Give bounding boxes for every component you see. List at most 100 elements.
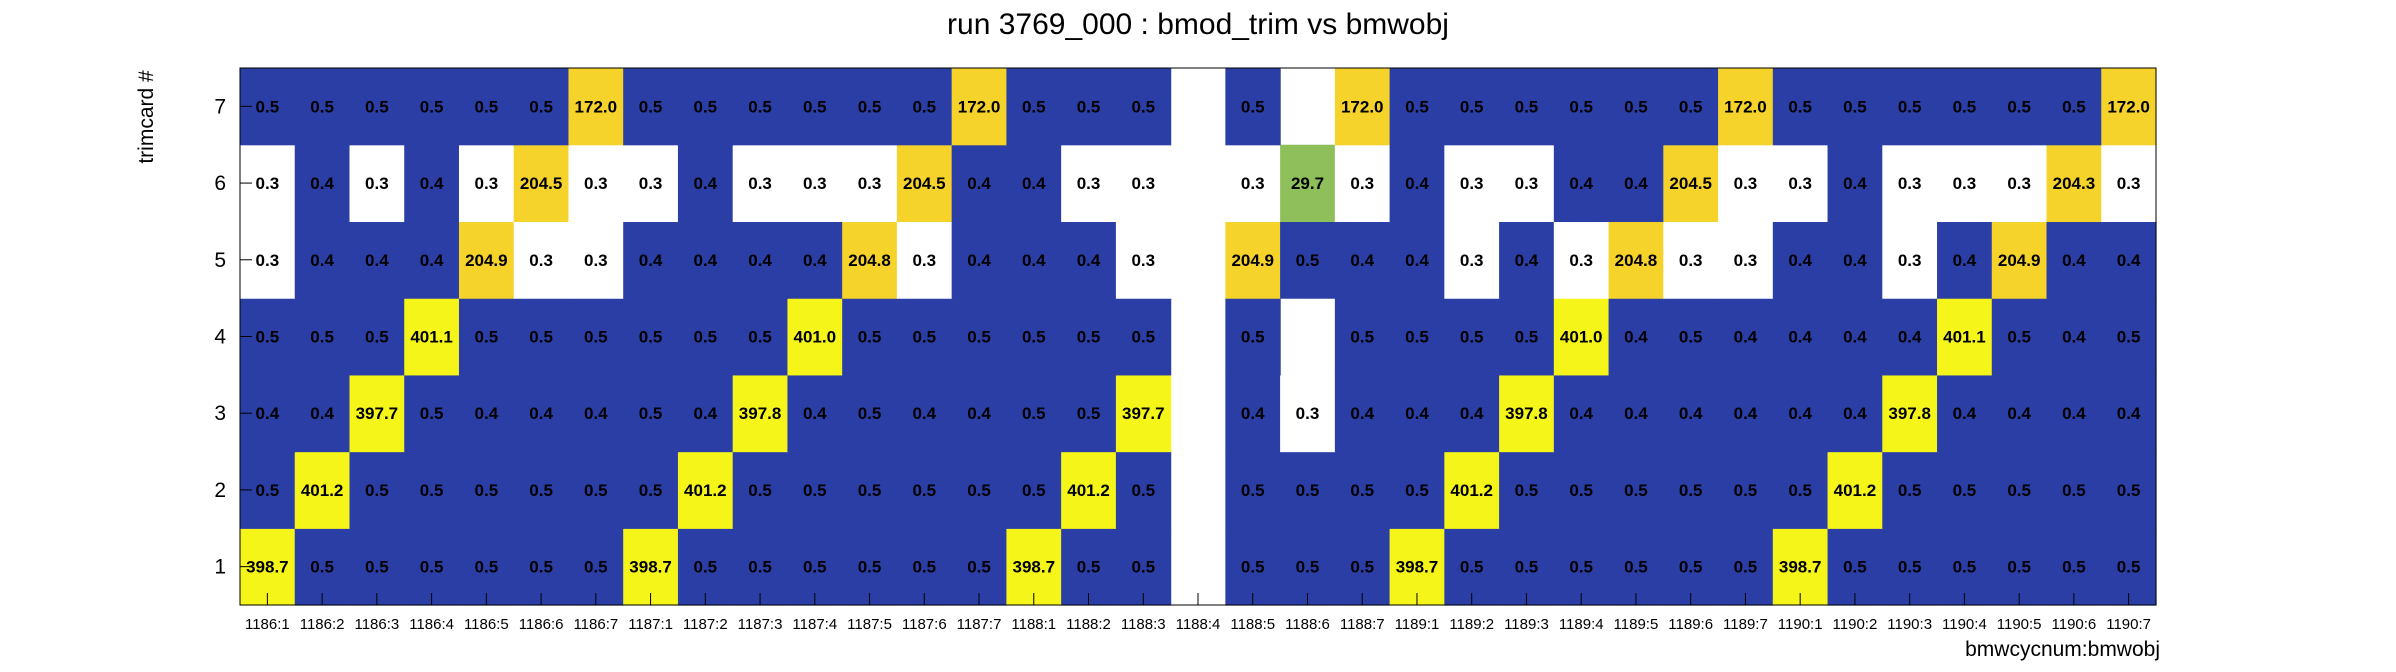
heatmap-cell bbox=[513, 144, 570, 223]
cell-value: 0.5 bbox=[803, 481, 827, 500]
cell-value: 0.4 bbox=[1953, 251, 1977, 270]
x-tick-label: 1187:2 bbox=[683, 616, 728, 633]
heatmap-cell bbox=[2046, 374, 2102, 453]
cell-value: 0.4 bbox=[2117, 251, 2141, 270]
cell-value: 0.5 bbox=[475, 558, 499, 577]
cell-value: 0.5 bbox=[1131, 558, 1155, 577]
cell-value: 0.5 bbox=[1569, 481, 1593, 500]
heatmap-cell bbox=[732, 528, 789, 606]
heatmap-cell bbox=[513, 221, 570, 299]
heatmap-cell bbox=[896, 374, 953, 453]
cell-value: 0.4 bbox=[1624, 404, 1648, 423]
cell-value: 0.4 bbox=[1569, 174, 1593, 193]
cell-value: 0.5 bbox=[1241, 558, 1265, 577]
cell-value: 0.5 bbox=[1624, 481, 1648, 500]
heatmap-cell bbox=[404, 528, 460, 606]
heatmap-cell bbox=[1663, 221, 1719, 299]
heatmap-cell bbox=[842, 298, 898, 376]
cell-value: 0.5 bbox=[2007, 558, 2031, 577]
x-tick-label: 1190:5 bbox=[1997, 616, 2042, 633]
x-tick-label: 1186:2 bbox=[300, 616, 345, 633]
x-tick-label: 1186:3 bbox=[354, 616, 399, 633]
heatmap-cell bbox=[1225, 68, 1281, 146]
cell-value: 0.4 bbox=[475, 404, 499, 423]
cell-value: 0.4 bbox=[967, 251, 991, 270]
heatmap-cell bbox=[1663, 528, 1719, 606]
heatmap-cell bbox=[1718, 68, 1774, 146]
x-tick-label: 1188:4 bbox=[1176, 616, 1221, 633]
heatmap-cell bbox=[1827, 144, 1883, 223]
x-tick-label: 1188:7 bbox=[1340, 616, 1385, 633]
heatmap-cell bbox=[513, 528, 570, 606]
cell-value: 0.5 bbox=[420, 404, 444, 423]
heatmap-cell bbox=[1389, 298, 1445, 376]
cell-value: 0.4 bbox=[1241, 404, 1265, 423]
cell-value: 0.5 bbox=[967, 558, 991, 577]
cell-value: 0.5 bbox=[1734, 481, 1758, 500]
heatmap-cell bbox=[787, 68, 843, 146]
cell-value: 204.5 bbox=[903, 174, 946, 193]
heatmap-cell bbox=[2046, 221, 2102, 299]
heatmap-cell bbox=[1499, 374, 1555, 453]
cell-value: 0.3 bbox=[1679, 251, 1703, 270]
x-tick-label: 1190:4 bbox=[1942, 616, 1987, 633]
cell-value: 0.5 bbox=[475, 481, 499, 500]
heatmap-cell bbox=[1827, 68, 1883, 146]
heatmap-cell bbox=[1499, 528, 1555, 606]
heatmap-cell bbox=[568, 374, 624, 453]
cell-value: 0.5 bbox=[1022, 481, 1046, 500]
heatmap-cell bbox=[1061, 528, 1117, 606]
cell-value: 0.5 bbox=[1022, 328, 1046, 347]
cell-value: 0.3 bbox=[1460, 174, 1484, 193]
cell-value: 0.5 bbox=[748, 97, 772, 116]
cell-value: 172.0 bbox=[2107, 97, 2150, 116]
heatmap-cell bbox=[349, 528, 405, 606]
cell-value: 0.5 bbox=[2117, 328, 2141, 347]
cell-value: 0.5 bbox=[1515, 97, 1539, 116]
heatmap-cell bbox=[1444, 298, 1500, 376]
x-tick-label: 1187:7 bbox=[957, 616, 1002, 633]
heatmap-cell bbox=[1937, 144, 1993, 223]
heatmap-cell bbox=[294, 221, 351, 299]
cell-value: 0.4 bbox=[310, 404, 334, 423]
heatmap-cell bbox=[1334, 451, 1391, 529]
cell-value: 0.5 bbox=[967, 481, 991, 500]
cell-value: 0.5 bbox=[912, 481, 936, 500]
heatmap-cell bbox=[1334, 68, 1391, 146]
cell-value: 0.5 bbox=[639, 97, 663, 116]
heatmap-cell bbox=[732, 68, 789, 146]
cell-value: 0.5 bbox=[256, 97, 280, 116]
cell-value: 401.0 bbox=[1560, 328, 1603, 347]
heatmap-cell bbox=[1663, 374, 1719, 453]
heatmap-cell bbox=[1115, 221, 1172, 299]
cell-value: 0.5 bbox=[858, 97, 882, 116]
cell-value: 0.5 bbox=[2062, 481, 2086, 500]
cell-value: 397.8 bbox=[1888, 404, 1931, 423]
cell-value: 0.5 bbox=[858, 328, 882, 347]
cell-value: 0.5 bbox=[1679, 558, 1703, 577]
cell-value: 0.5 bbox=[1460, 97, 1484, 116]
cell-value: 0.5 bbox=[2062, 97, 2086, 116]
cell-value: 0.5 bbox=[748, 481, 772, 500]
y-tick-label: 4 bbox=[214, 326, 226, 349]
cell-value: 0.4 bbox=[1898, 328, 1922, 347]
cell-value: 0.5 bbox=[858, 404, 882, 423]
cell-value: 0.3 bbox=[803, 174, 827, 193]
heatmap-cell bbox=[896, 298, 953, 376]
heatmap-cell bbox=[1006, 298, 1062, 376]
heatmap-cell bbox=[2101, 528, 2157, 606]
heatmap-cell bbox=[1115, 374, 1172, 453]
cell-value: 0.4 bbox=[1569, 404, 1593, 423]
heatmap-cell bbox=[1061, 374, 1117, 453]
cell-value: 0.5 bbox=[256, 481, 280, 500]
cell-value: 0.5 bbox=[639, 404, 663, 423]
x-tick-label: 1187:6 bbox=[902, 616, 947, 633]
cell-value: 397.8 bbox=[739, 404, 782, 423]
cell-value: 0.5 bbox=[310, 558, 334, 577]
heatmap-cell bbox=[1991, 528, 2048, 606]
cell-value: 0.5 bbox=[693, 328, 717, 347]
heatmap-cell bbox=[1608, 221, 1664, 299]
heatmap-cell bbox=[842, 68, 898, 146]
heatmap-cell bbox=[1937, 68, 1993, 146]
cell-value: 0.3 bbox=[1296, 404, 1320, 423]
